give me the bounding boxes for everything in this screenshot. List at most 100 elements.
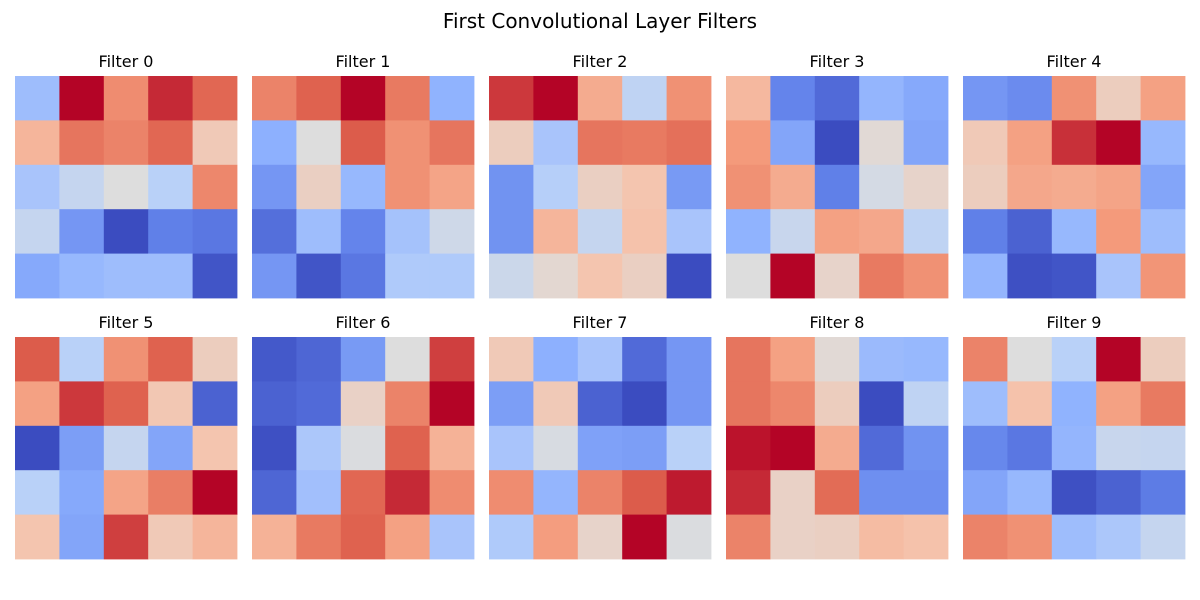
heatmap-cell (252, 470, 297, 515)
heatmap-cell (859, 164, 904, 210)
filter-panel: Filter 6 (252, 313, 475, 560)
chart-title: First Convolutional Layer Filters (443, 9, 757, 33)
heatmap-cell (622, 209, 667, 254)
heatmap-cell (1007, 337, 1053, 382)
heatmap-cell (15, 381, 60, 427)
heatmap-cell (903, 470, 949, 515)
heatmap-cell (340, 381, 386, 427)
heatmap-cell (903, 425, 949, 471)
heatmap-cell (666, 164, 712, 210)
filter-panel: Filter 9 (963, 313, 1186, 560)
heatmap-cell (148, 76, 193, 121)
heatmap-cell (489, 209, 534, 254)
heatmap-cell (15, 514, 60, 560)
heatmap-cell (103, 381, 149, 427)
panel-title: Filter 9 (1047, 313, 1102, 332)
heatmap-cell (385, 337, 430, 382)
heatmap-cell (59, 253, 105, 299)
heatmap-cell (963, 120, 1008, 166)
heatmap-cell (814, 76, 860, 121)
panel-title: Filter 1 (336, 52, 391, 71)
heatmap-cell (622, 76, 667, 121)
heatmap-cell (963, 76, 1008, 121)
heatmap-cell (489, 470, 534, 515)
heatmap-cell (814, 381, 860, 427)
filter-panels: Filter 0 Filter 1 Filter 2 Filter 3 Filter 4… (15, 52, 1186, 560)
heatmap-cell (192, 120, 238, 166)
heatmap-cell (192, 209, 238, 254)
heatmap-cell (252, 514, 297, 560)
heatmap-cell (1051, 425, 1097, 471)
heatmap-cell (666, 209, 712, 254)
panel-title: Filter 0 (99, 52, 154, 71)
heatmap-cell (666, 425, 712, 471)
heatmap-cell (1096, 253, 1141, 299)
heatmap-cell (15, 337, 60, 382)
heatmap-cell (770, 381, 816, 427)
heatmap-cell (103, 514, 149, 560)
heatmap-cell (429, 164, 475, 210)
heatmap-cell (770, 337, 816, 382)
heatmap-cell (1140, 253, 1186, 299)
heatmap-cell (1096, 470, 1141, 515)
panel-title: Filter 6 (336, 313, 391, 332)
heatmap-cell (1051, 470, 1097, 515)
heatmap-cell (15, 209, 60, 254)
heatmap-cell (666, 514, 712, 560)
heatmap-cell (252, 209, 297, 254)
heatmap-cell (859, 337, 904, 382)
heatmap-cell (770, 253, 816, 299)
heatmap-cell (533, 76, 579, 121)
heatmap-cell (15, 425, 60, 471)
heatmap-cell (296, 514, 342, 560)
heatmap-cell (252, 164, 297, 210)
heatmap-cell (770, 470, 816, 515)
heatmap-cell (622, 337, 667, 382)
heatmap-cell (903, 76, 949, 121)
heatmap-cell (192, 425, 238, 471)
heatmap-cell (1096, 164, 1141, 210)
heatmap-cell (814, 253, 860, 299)
heatmap-cell (1051, 209, 1097, 254)
heatmap-cell (622, 514, 667, 560)
heatmap-cell (1007, 120, 1053, 166)
filter-panel: Filter 7 (489, 313, 712, 560)
heatmap-cell (296, 425, 342, 471)
panel-title: Filter 2 (573, 52, 628, 71)
heatmap-cell (252, 425, 297, 471)
heatmap-cell (296, 76, 342, 121)
heatmap-cell (489, 425, 534, 471)
heatmap-cell (533, 253, 579, 299)
heatmap-cell (1140, 470, 1186, 515)
heatmap-cell (385, 381, 430, 427)
heatmap-cell (15, 120, 60, 166)
heatmap-cell (770, 514, 816, 560)
heatmap-cell (770, 120, 816, 166)
heatmap-cell (903, 381, 949, 427)
heatmap-cell (148, 425, 193, 471)
heatmap-cell (59, 209, 105, 254)
heatmap-cell (340, 76, 386, 121)
heatmap-cell (192, 253, 238, 299)
heatmap-cell (1007, 76, 1053, 121)
heatmap-cell (963, 514, 1008, 560)
heatmap-cell (192, 514, 238, 560)
heatmap-cell (148, 120, 193, 166)
panel-title: Filter 4 (1047, 52, 1102, 71)
heatmap-cell (903, 253, 949, 299)
heatmap-cell (1051, 253, 1097, 299)
heatmap-cell (770, 164, 816, 210)
heatmap-cell (814, 164, 860, 210)
heatmap-cell (726, 381, 771, 427)
heatmap-cell (770, 209, 816, 254)
heatmap-cell (814, 514, 860, 560)
heatmap-cell (15, 470, 60, 515)
heatmap-cell (577, 337, 623, 382)
heatmap-cell (296, 337, 342, 382)
heatmap-cell (622, 253, 667, 299)
heatmap-cell (963, 164, 1008, 210)
heatmap-cell (429, 76, 475, 121)
heatmap-cell (429, 120, 475, 166)
heatmap-cell (963, 470, 1008, 515)
heatmap-cell (533, 164, 579, 210)
